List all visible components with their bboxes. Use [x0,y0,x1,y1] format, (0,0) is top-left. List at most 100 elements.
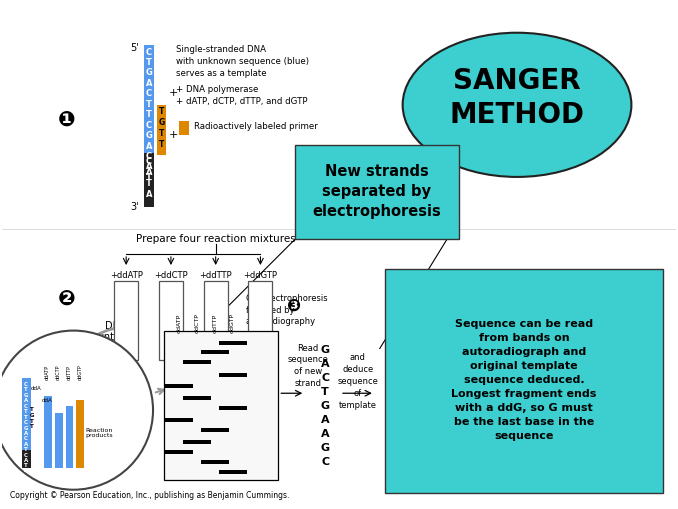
Text: G: G [159,118,165,127]
Text: Copyright © Pearson Education, Inc., publishing as Benjamin Cummings.: Copyright © Pearson Education, Inc., pub… [9,491,290,500]
Text: ddGTP: ddGTP [78,364,83,380]
Text: A: A [146,162,153,172]
Text: T: T [394,415,401,425]
Bar [204,281,228,360]
Text: ddCTP: ddCTP [56,365,61,380]
Text: G: G [321,401,330,411]
Text: A: A [24,468,28,473]
Bar [295,145,459,239]
Bar [159,281,183,360]
Text: C: C [146,90,152,98]
Bar [201,428,228,432]
Text: A: A [24,442,28,447]
Text: T
G
T
T: T G T T [29,407,34,429]
Text: G: G [24,393,28,398]
Text: ddCTP: ddCTP [195,313,199,332]
Text: C: C [394,346,402,355]
Bar [205,308,226,359]
Text: T: T [24,387,28,392]
Text: 3': 3' [130,202,139,212]
Text: C: C [321,457,329,467]
Text: G: G [393,457,402,467]
Text: C: C [146,48,152,56]
Text: T: T [159,129,164,138]
Text: T: T [24,463,28,468]
Text: +: + [169,88,178,98]
Bar [165,450,193,454]
Text: A: A [321,415,330,425]
Bar [249,281,273,360]
Text: Prepare four reaction mixtures: Prepare four reaction mixtures [136,234,296,244]
Text: G: G [146,69,153,77]
Bar [22,378,31,450]
Bar [144,45,154,155]
Text: T: T [24,415,28,419]
Text: C: C [146,157,152,166]
Text: Gel electrophoresis
followed by
autoradiography: Gel electrophoresis followed by autoradi… [245,294,327,326]
Bar [115,308,137,359]
Text: SANGER
METHOD: SANGER METHOD [450,67,584,129]
Text: C: C [146,121,152,130]
Bar [250,308,271,359]
Text: C: C [24,420,28,425]
Text: ddATP: ddATP [176,314,182,332]
Text: ❸: ❸ [287,297,302,315]
Text: C: C [321,373,329,383]
Text: +ddCTP: +ddCTP [154,271,188,280]
Text: T: T [24,447,28,453]
Text: C: C [24,382,28,387]
Bar [43,396,52,468]
Bar [201,351,228,354]
Bar [201,460,228,464]
Text: DNA
synthesis: DNA synthesis [93,321,140,342]
Text: Single-stranded DNA
with unknown sequence (blue)
serves as a template: Single-stranded DNA with unknown sequenc… [176,45,309,78]
Bar [144,153,154,207]
Text: 5': 5' [130,43,139,53]
Text: Radioactively labeled primer: Radioactively labeled primer [194,122,317,131]
Circle shape [0,330,153,490]
Text: A: A [146,190,153,199]
Text: +ddATP: +ddATP [110,271,142,280]
Text: ❷: ❷ [58,289,75,309]
Text: Read
sequence
of new
strand: Read sequence of new strand [287,344,329,388]
Bar [160,308,182,359]
Text: ddTTP: ddTTP [67,365,72,380]
Text: Sequence can be read
from bands on
autoradiograph and
original template
sequence: Sequence can be read from bands on autor… [452,319,597,441]
Text: G: G [24,426,28,431]
Text: A: A [393,387,402,397]
Text: ddTTP: ddTTP [212,314,217,332]
Text: A: A [146,168,153,177]
Text: T: T [394,359,401,370]
Bar [22,450,31,468]
Text: +ddTTP: +ddTTP [199,271,232,280]
Text: ddA: ddA [31,386,41,391]
Text: T: T [321,387,329,397]
Bar [219,373,247,377]
Text: A: A [321,429,330,439]
Bar [183,440,211,444]
Text: Reaction
products: Reaction products [85,428,113,438]
Text: A: A [24,431,28,436]
Text: T: T [159,140,164,149]
Bar [66,406,73,468]
Text: C: C [394,401,402,411]
Bar [219,406,247,410]
Bar [164,330,279,480]
Text: New strands
separated by
electrophoresis: New strands separated by electrophoresis [313,164,441,219]
Bar [114,281,138,360]
Text: G: G [321,346,330,355]
Text: and
deduce
sequence
of
template: and deduce sequence of template [338,353,378,410]
Text: T: T [394,429,401,439]
Text: T: T [146,179,152,188]
Text: ddGTP: ddGTP [230,313,235,332]
Bar [54,413,62,468]
Bar [165,384,193,388]
Text: T: T [159,107,164,116]
Bar [183,360,211,364]
Text: T: T [146,173,152,182]
Text: +: + [169,130,178,139]
Text: C: C [146,152,152,161]
Text: Shorter
fragments: Shorter fragments [171,456,218,475]
Bar [219,470,247,474]
Text: ddA: ddA [42,398,53,403]
